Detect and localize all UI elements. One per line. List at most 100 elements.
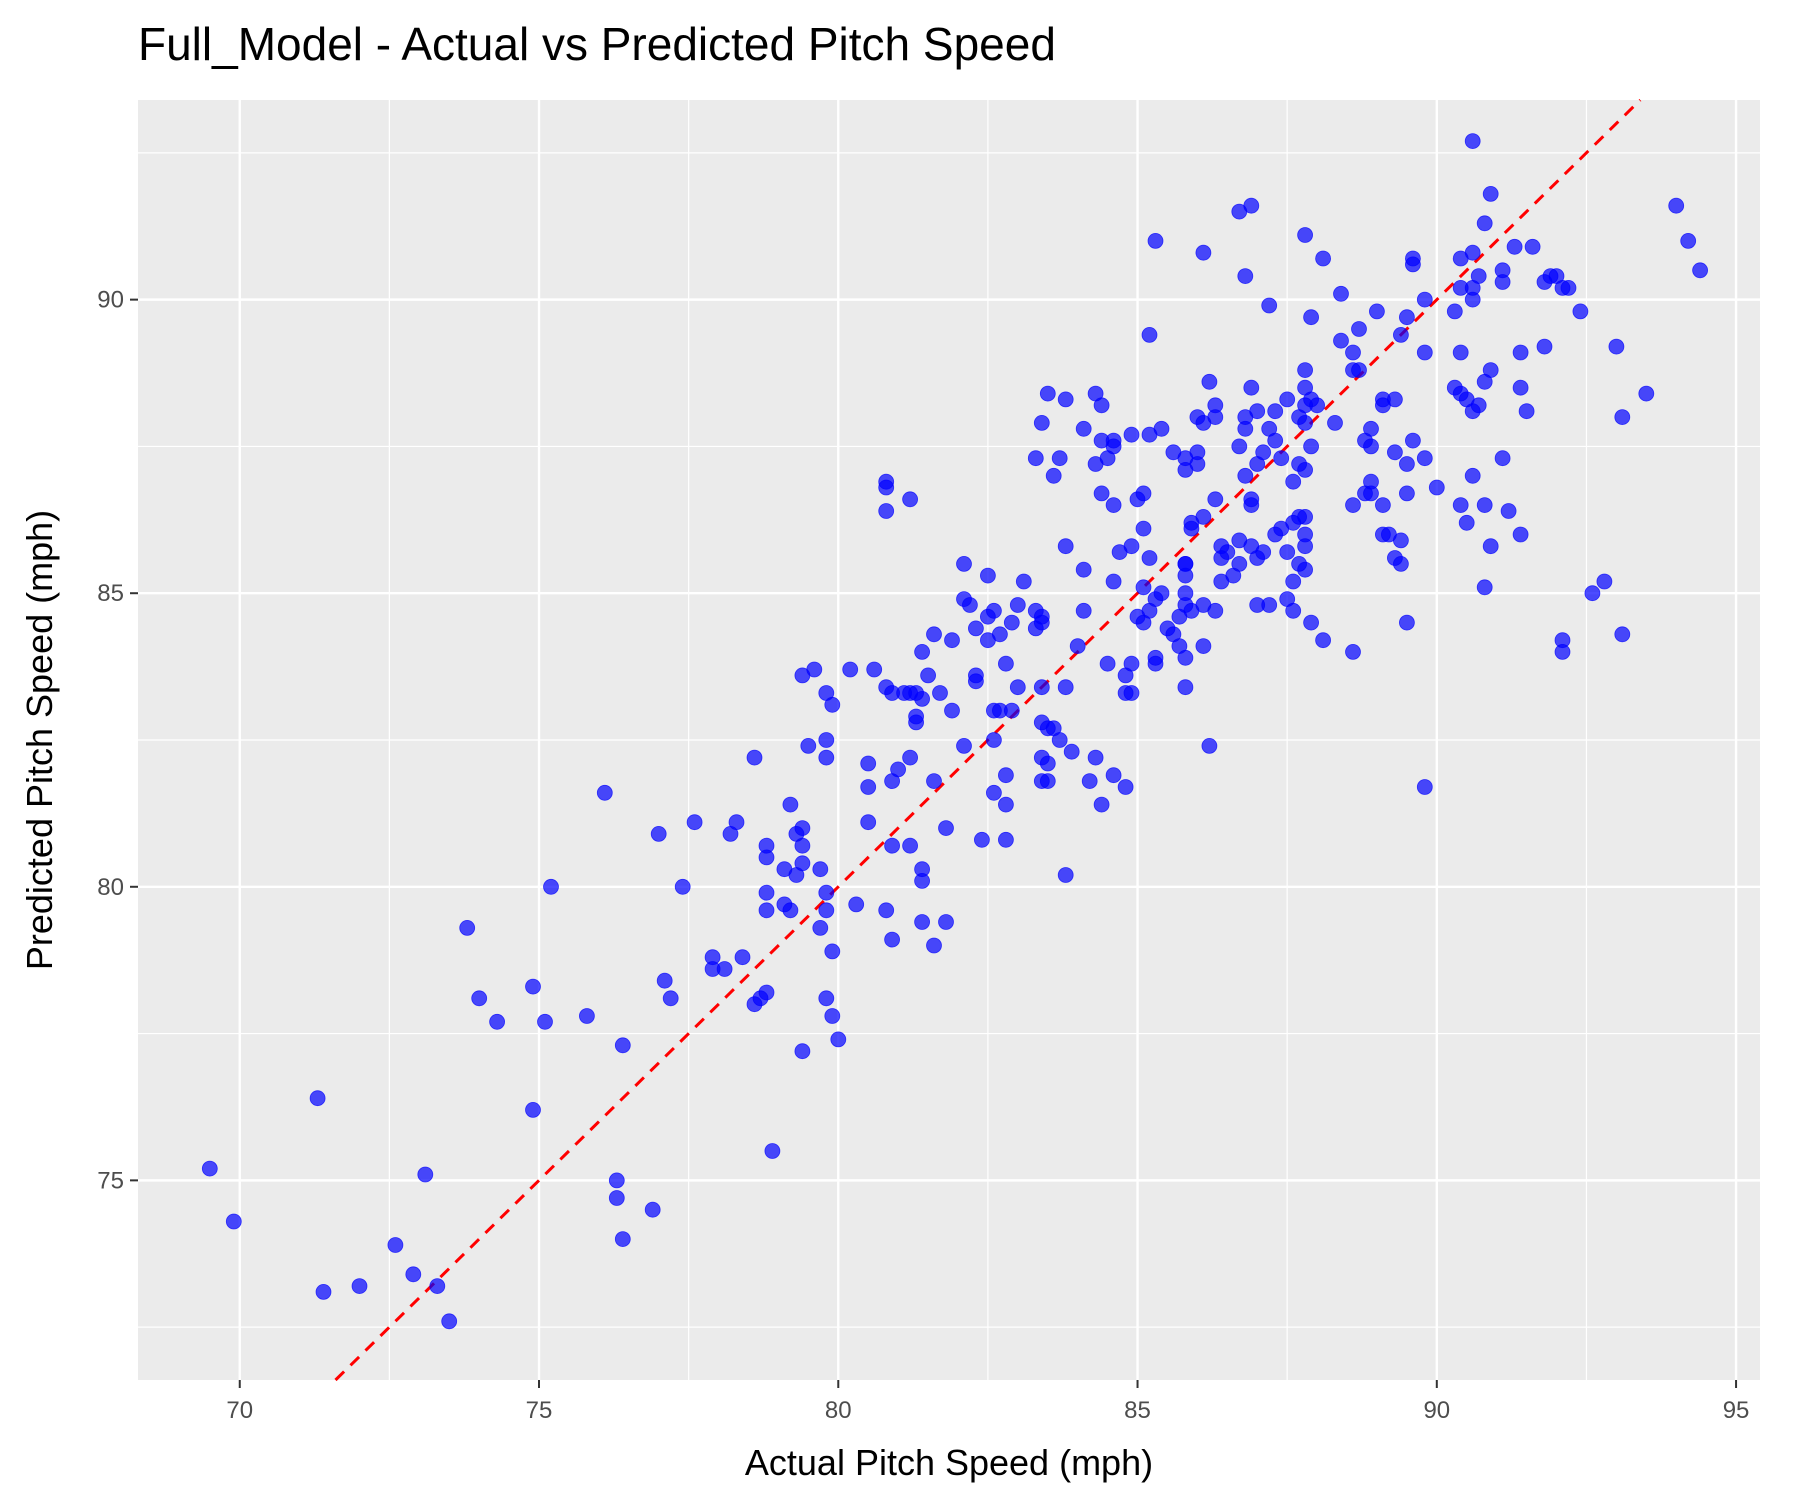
data-point [962, 597, 978, 613]
data-point [1039, 755, 1056, 772]
data-point [1147, 232, 1164, 249]
data-point [1105, 767, 1122, 784]
data-point [878, 479, 895, 496]
data-point [1081, 773, 1098, 789]
data-point [878, 902, 895, 919]
data-point [914, 914, 930, 930]
data-point [1518, 403, 1535, 420]
data-point [1123, 538, 1140, 555]
data-point [1333, 285, 1349, 302]
data-point [1237, 268, 1254, 285]
data-point [429, 1278, 446, 1294]
data-point [1201, 373, 1218, 390]
data-point [866, 661, 883, 678]
data-point [1147, 649, 1164, 666]
data-point [1123, 685, 1140, 701]
data-point [417, 1166, 434, 1183]
data-point [1614, 626, 1631, 643]
data-point [608, 1190, 625, 1206]
data-point [890, 761, 906, 778]
data-point [926, 626, 942, 643]
data-point [1201, 738, 1218, 754]
data-point [644, 1201, 661, 1218]
data-point [968, 620, 984, 637]
data-point [614, 1231, 631, 1247]
data-point [806, 661, 823, 678]
data-point [1572, 303, 1589, 320]
data-point [1333, 332, 1349, 349]
data-point [1141, 326, 1158, 343]
data-point [1045, 467, 1062, 484]
data-point [1692, 262, 1708, 279]
data-point [1363, 420, 1379, 437]
data-point [1297, 561, 1313, 578]
data-point [1536, 338, 1553, 355]
data-point [662, 990, 679, 1007]
data-point [1093, 485, 1110, 502]
data-point [1135, 579, 1152, 596]
data-point [920, 667, 936, 684]
data-point [1375, 497, 1391, 514]
data-point [1327, 414, 1343, 431]
data-point [914, 644, 930, 660]
data-point [1297, 227, 1313, 243]
data-point [1135, 485, 1152, 502]
data-point [1446, 303, 1463, 320]
data-point [1297, 538, 1313, 555]
data-point [1135, 520, 1152, 537]
data-point [1003, 702, 1020, 719]
data-point [1464, 244, 1481, 261]
data-point [1003, 614, 1020, 631]
data-point [704, 949, 721, 966]
data-point [1219, 544, 1236, 560]
data-point [1207, 491, 1224, 508]
data-point [1123, 655, 1140, 672]
data-point [1297, 362, 1313, 379]
data-point [1452, 344, 1469, 361]
data-point [956, 556, 972, 572]
data-point [824, 943, 841, 960]
data-point [848, 896, 865, 913]
data-point [1512, 526, 1529, 543]
data-point [1195, 638, 1212, 654]
data-point [1303, 309, 1319, 326]
data-point [1237, 420, 1254, 437]
data-point [1123, 426, 1140, 443]
data-point [758, 849, 775, 866]
data-point [986, 784, 1002, 801]
data-point [992, 626, 1008, 643]
data-point [1255, 444, 1272, 461]
data-point [1249, 403, 1266, 420]
data-point [818, 749, 835, 766]
data-point [794, 837, 811, 854]
data-point [860, 755, 877, 772]
data-point [1093, 397, 1110, 414]
data-point [1315, 632, 1331, 649]
x-axis-title: Actual Pitch Speed (mph) [745, 1442, 1153, 1483]
data-point [734, 949, 751, 966]
data-point [1351, 362, 1367, 379]
data-point [1476, 497, 1493, 514]
data-points [201, 133, 1708, 1330]
y-tick-label: 75 [97, 1167, 124, 1194]
data-point [1482, 185, 1499, 202]
data-point [1393, 556, 1409, 572]
data-point [1470, 397, 1487, 414]
data-point [1399, 485, 1415, 502]
data-point [860, 814, 877, 831]
data-point [1231, 438, 1248, 455]
data-point [1027, 450, 1044, 467]
data-point [998, 767, 1014, 784]
data-point [938, 820, 954, 836]
data-point [782, 796, 799, 813]
data-point [1351, 321, 1367, 337]
x-tick-label: 95 [1723, 1397, 1750, 1424]
data-point [579, 1008, 595, 1024]
data-point [956, 738, 972, 754]
data-point [794, 1043, 811, 1060]
data-point [1057, 867, 1074, 883]
data-point [1063, 743, 1080, 760]
data-point [1297, 414, 1313, 431]
data-point [1153, 420, 1170, 437]
